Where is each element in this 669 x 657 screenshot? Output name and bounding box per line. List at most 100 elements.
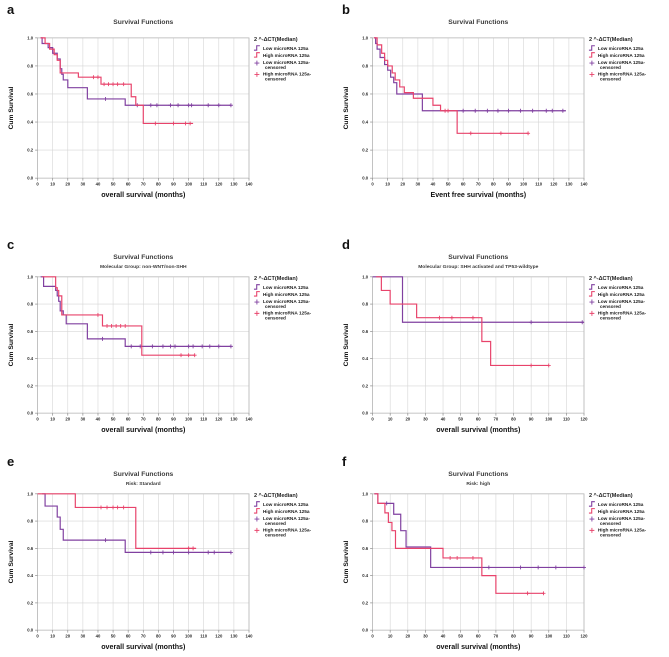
svg-text:0: 0 (36, 634, 39, 639)
svg-text:110: 110 (200, 182, 207, 187)
svg-text:110: 110 (200, 634, 207, 639)
svg-text:overall survival (months): overall survival (months) (101, 426, 186, 434)
svg-text:50: 50 (446, 182, 451, 187)
panel-d: d 0 10 20 30 40 50 60 70 80 90 100 110 120 0.0 0.2 0.4 0… (335, 235, 669, 452)
svg-text:Low microRNA 125a: Low microRNA 125a (598, 502, 644, 508)
svg-text:40: 40 (96, 182, 101, 187)
svg-text:60: 60 (461, 182, 466, 187)
svg-text:Risk: high: Risk: high (466, 481, 490, 487)
svg-text:0.6: 0.6 (362, 92, 369, 97)
svg-text:70: 70 (141, 182, 146, 187)
svg-text:Cum Survival: Cum Survival (343, 86, 350, 129)
svg-text:90: 90 (171, 182, 176, 187)
svg-text:0: 0 (371, 417, 374, 422)
svg-text:0.0: 0.0 (362, 176, 369, 181)
svg-text:High microRNA 125a-: High microRNA 125a- (263, 527, 312, 533)
svg-text:100: 100 (520, 182, 528, 187)
svg-text:0.2: 0.2 (27, 600, 34, 605)
svg-text:censored: censored (600, 65, 621, 71)
svg-text:50: 50 (458, 417, 463, 422)
svg-text:30: 30 (416, 182, 421, 187)
svg-text:censored: censored (600, 76, 621, 82)
svg-text:Cum Survival: Cum Survival (8, 540, 15, 583)
svg-text:Molecular Group: non-WNT/non-S: Molecular Group: non-WNT/non-SHH (100, 264, 187, 270)
panel-b: b 0 10 20 30 40 50 60 70 80 90 100 110 120 130 140 0.0 0… (335, 0, 669, 235)
svg-text:100: 100 (545, 417, 553, 422)
svg-text:Low microRNA 125a: Low microRNA 125a (263, 502, 309, 508)
svg-text:0.0: 0.0 (27, 628, 34, 633)
survival-plot: 0 10 20 30 40 50 60 70 80 90 100 110 120 130 140 0.0 0.2… (8, 254, 312, 434)
survival-plot: 0 10 20 30 40 50 60 70 80 90 100 110 120 0.0 0.2 0.4 0.6… (343, 254, 647, 434)
svg-text:censored: censored (600, 532, 621, 538)
svg-text:90: 90 (529, 417, 534, 422)
svg-text:60: 60 (126, 182, 131, 187)
svg-text:Cum Survival: Cum Survival (343, 323, 350, 366)
svg-text:overall survival (months): overall survival (months) (436, 426, 521, 434)
svg-text:0.2: 0.2 (362, 383, 369, 388)
survival-chart-e: 0 10 20 30 40 50 60 70 80 90 100 110 120 130 140 0.0 0.2… (2, 464, 332, 657)
svg-text:130: 130 (565, 182, 573, 187)
svg-text:130: 130 (230, 634, 238, 639)
survival-chart-d: 0 10 20 30 40 50 60 70 80 90 100 110 120 0.0 0.2 0.4 0.6… (337, 247, 667, 446)
panel-label-f: f (342, 454, 347, 469)
svg-text:60: 60 (126, 417, 131, 422)
svg-text:10: 10 (385, 182, 390, 187)
panel-label-c: c (7, 237, 15, 252)
svg-text:30: 30 (81, 182, 86, 187)
svg-text:40: 40 (431, 182, 436, 187)
svg-text:100: 100 (185, 182, 193, 187)
svg-text:130: 130 (230, 182, 238, 187)
svg-text:0.6: 0.6 (362, 329, 369, 334)
svg-text:Low microRNA 125a: Low microRNA 125a (598, 285, 644, 291)
svg-text:0.4: 0.4 (27, 356, 34, 361)
survival-chart-b: 0 10 20 30 40 50 60 70 80 90 100 110 120 130 140 0.0 0.2… (337, 12, 667, 211)
svg-text:10: 10 (50, 634, 55, 639)
svg-text:0.0: 0.0 (27, 176, 34, 181)
svg-text:40: 40 (96, 634, 101, 639)
svg-text:censored: censored (265, 532, 286, 538)
svg-text:120: 120 (550, 182, 558, 187)
survival-chart-c: 0 10 20 30 40 50 60 70 80 90 100 110 120 130 140 0.0 0.2… (2, 247, 332, 446)
svg-text:Survival Functions: Survival Functions (113, 254, 173, 261)
svg-text:80: 80 (511, 417, 516, 422)
svg-text:High microRNA 125a-: High microRNA 125a- (598, 71, 647, 77)
svg-text:0.2: 0.2 (27, 383, 34, 388)
svg-text:High microRNA 125a: High microRNA 125a (263, 509, 310, 515)
svg-text:20: 20 (65, 417, 70, 422)
svg-text:10: 10 (50, 182, 55, 187)
svg-text:20: 20 (65, 634, 70, 639)
svg-text:40: 40 (441, 417, 446, 422)
svg-text:High microRNA 125a: High microRNA 125a (598, 292, 645, 298)
svg-text:120: 120 (580, 634, 588, 639)
svg-text:High microRNA 125a-: High microRNA 125a- (598, 527, 647, 533)
svg-text:30: 30 (81, 417, 86, 422)
svg-text:80: 80 (156, 182, 161, 187)
svg-text:1.0: 1.0 (362, 491, 369, 496)
svg-text:0.8: 0.8 (362, 302, 369, 307)
svg-text:Cum Survival: Cum Survival (8, 86, 15, 129)
panel-label-e: e (7, 454, 15, 469)
svg-text:High microRNA 125a: High microRNA 125a (598, 53, 645, 59)
svg-text:0.2: 0.2 (27, 148, 34, 153)
svg-text:120: 120 (580, 417, 588, 422)
svg-text:2 ^-ΔCT(Median): 2 ^-ΔCT(Median) (589, 493, 633, 499)
svg-text:overall survival (months): overall survival (months) (101, 191, 186, 199)
svg-text:70: 70 (494, 417, 499, 422)
svg-text:High microRNA 125a: High microRNA 125a (263, 292, 310, 298)
svg-text:0.6: 0.6 (27, 546, 34, 551)
svg-text:90: 90 (506, 182, 511, 187)
svg-text:Event free survival (months): Event free survival (months) (430, 191, 526, 199)
panel-label-d: d (342, 237, 350, 252)
svg-text:120: 120 (215, 634, 223, 639)
svg-text:20: 20 (65, 182, 70, 187)
svg-text:40: 40 (96, 417, 101, 422)
svg-text:Survival Functions: Survival Functions (448, 19, 508, 26)
svg-text:0.8: 0.8 (27, 519, 34, 524)
svg-text:0.4: 0.4 (362, 356, 369, 361)
svg-text:110: 110 (563, 634, 570, 639)
svg-text:0.8: 0.8 (27, 64, 34, 69)
svg-text:overall survival (months): overall survival (months) (101, 643, 186, 651)
svg-text:30: 30 (81, 634, 86, 639)
svg-text:0.4: 0.4 (362, 120, 369, 125)
